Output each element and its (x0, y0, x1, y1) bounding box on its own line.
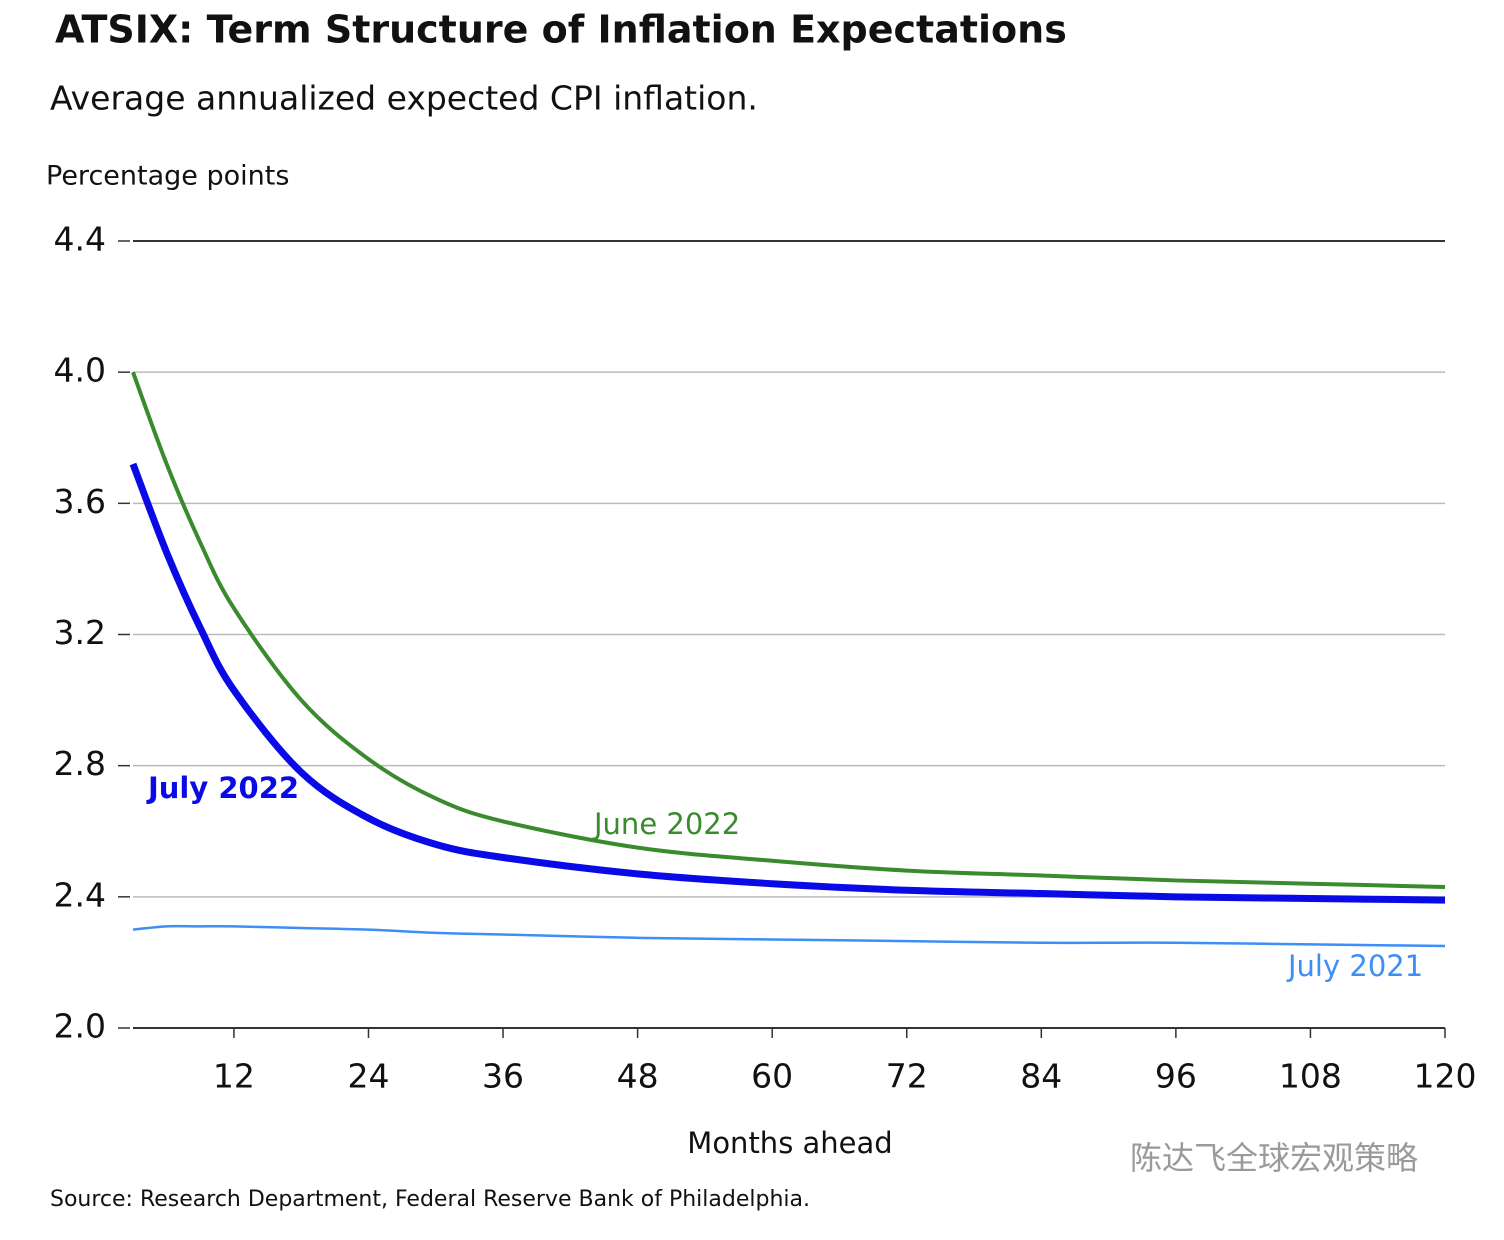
x-tick-label: 96 (1155, 1057, 1197, 1096)
x-tick-label: 84 (1020, 1057, 1062, 1096)
series-line (131, 371, 1446, 889)
y-axis-label: Percentage points (46, 161, 289, 192)
x-tick-label: 36 (482, 1057, 524, 1096)
y-tick-label: 2.0 (54, 1007, 106, 1046)
series-label: July 2021 (1286, 949, 1423, 983)
watermark: 陈达飞全球宏观策略 (1130, 1139, 1418, 1177)
y-tick-label: 4.0 (54, 351, 106, 390)
x-tick-label: 60 (751, 1057, 793, 1096)
x-axis-label: Months ahead (687, 1126, 892, 1160)
y-tick-label: 2.8 (54, 744, 106, 783)
chart-subtitle: Average annualized expected CPI inflatio… (50, 79, 758, 118)
series-label: June 2022 (592, 807, 740, 841)
y-tick-label: 2.4 (54, 875, 106, 914)
x-tick-label: 24 (347, 1057, 389, 1096)
x-tick-label: 108 (1279, 1057, 1342, 1096)
x-tick-label: 48 (617, 1057, 659, 1096)
x-tick-label: 12 (213, 1057, 255, 1096)
y-tick-label: 3.6 (54, 482, 106, 521)
chart-title: ATSIX: Term Structure of Inflation Expec… (55, 8, 1067, 52)
source-note: Source: Research Department, Federal Res… (50, 1187, 810, 1212)
series-line (132, 924, 1446, 948)
series-line (129, 462, 1446, 904)
x-tick-label: 120 (1414, 1057, 1477, 1096)
y-tick-label: 4.4 (54, 220, 106, 259)
series-label: July 2022 (146, 771, 299, 805)
y-tick-label: 3.2 (54, 613, 106, 652)
x-tick-label: 72 (886, 1057, 928, 1096)
